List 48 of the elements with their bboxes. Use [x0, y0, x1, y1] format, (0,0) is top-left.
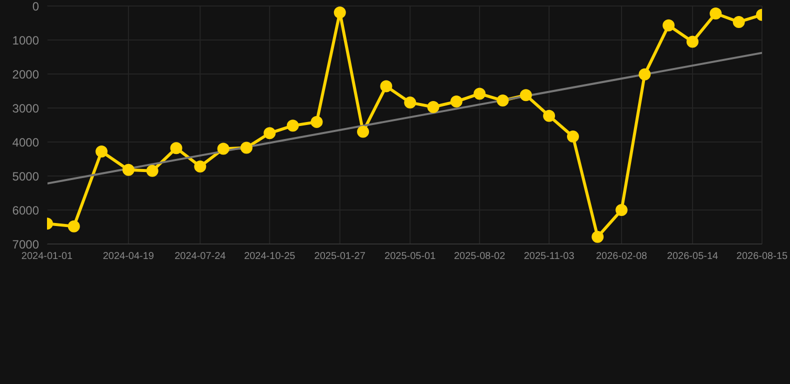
y-tick-label: 1000	[12, 33, 40, 48]
point	[592, 230, 604, 243]
point	[170, 142, 182, 154]
point	[96, 146, 108, 158]
x-tick-label: 2024-04-19	[102, 251, 154, 262]
point	[217, 142, 230, 155]
y-tick-label: 3000	[12, 101, 40, 116]
point	[450, 96, 462, 108]
y-tick-label: 7000	[12, 237, 40, 252]
x-tick-label: 2025-08-02	[454, 251, 506, 262]
point	[194, 160, 206, 172]
x-tick-label: 2026-08-15	[736, 251, 788, 262]
point	[286, 120, 299, 132]
point	[662, 19, 675, 32]
point	[122, 164, 134, 176]
point	[710, 7, 722, 20]
point	[427, 100, 440, 113]
point	[404, 96, 416, 109]
point	[264, 127, 276, 140]
point	[68, 220, 80, 232]
point	[474, 88, 486, 100]
point	[732, 16, 745, 28]
x-tick-label: 2024-07-24	[174, 251, 226, 262]
point	[616, 204, 628, 216]
point	[240, 142, 252, 154]
x-tick-label: 2025-11-03	[524, 251, 575, 262]
point	[543, 110, 556, 122]
point	[638, 68, 651, 80]
point	[496, 94, 509, 107]
point	[146, 164, 158, 177]
point	[686, 36, 699, 48]
x-tick-label: 2026-05-14	[666, 251, 719, 262]
point	[334, 6, 346, 18]
x-tick-label: 2025-05-01	[384, 251, 436, 262]
point	[566, 130, 579, 143]
y-tick-label: 0	[32, 0, 40, 14]
y-tick-label: 6000	[12, 203, 40, 218]
y-tick-label: 2000	[12, 67, 40, 82]
point	[520, 89, 532, 102]
x-tick-label: 2024-01-01	[21, 251, 74, 262]
point	[357, 126, 370, 138]
point	[380, 80, 392, 92]
x-tick-label: 2024-10-25	[244, 251, 296, 262]
point	[310, 116, 323, 128]
y-tick-label: 4000	[12, 135, 40, 150]
x-tick-label: 2025-01-27	[314, 251, 366, 262]
y-tick-label: 5000	[12, 169, 40, 184]
x-tick-label: 2026-02-08	[596, 251, 648, 262]
